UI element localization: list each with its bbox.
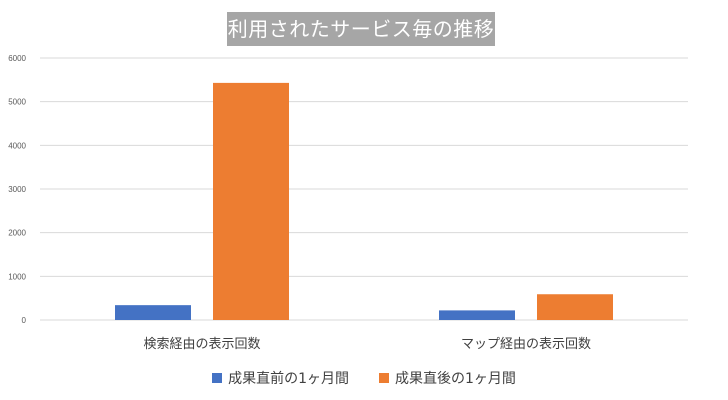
grid-lines	[40, 57, 688, 321]
bar	[537, 294, 613, 320]
legend: 成果直前の1ヶ月間 成果直後の1ヶ月間	[0, 368, 728, 388]
chart-title: 利用されたサービス毎の推移	[227, 12, 495, 46]
x-axis-categories: 検索経由の表示回数 マップ経由の表示回数	[143, 337, 591, 352]
y-axis-ticks: 0 1000 2000 3000 4000 5000 6000	[8, 54, 26, 325]
bars	[115, 82, 613, 320]
y-tick-label: 6000	[8, 54, 26, 63]
legend-label: 成果直前の1ヶ月間	[228, 371, 349, 387]
y-tick-label: 0	[22, 316, 27, 325]
legend-item: 成果直後の1ヶ月間	[379, 368, 516, 388]
legend-swatch	[379, 373, 389, 383]
bar	[439, 310, 515, 320]
category-label: 検索経由の表示回数	[143, 337, 260, 352]
bar	[115, 305, 191, 320]
y-tick-label: 3000	[8, 185, 26, 194]
y-tick-label: 1000	[8, 272, 26, 281]
y-tick-label: 5000	[8, 98, 26, 107]
y-tick-label: 2000	[8, 229, 26, 238]
legend-swatch	[212, 373, 223, 383]
legend-label: 成果直後の1ヶ月間	[395, 371, 516, 387]
bar	[213, 82, 289, 320]
y-tick-label: 4000	[8, 141, 26, 150]
category-label: マップ経由の表示回数	[461, 337, 591, 352]
legend-item: 成果直前の1ヶ月間	[212, 368, 349, 388]
